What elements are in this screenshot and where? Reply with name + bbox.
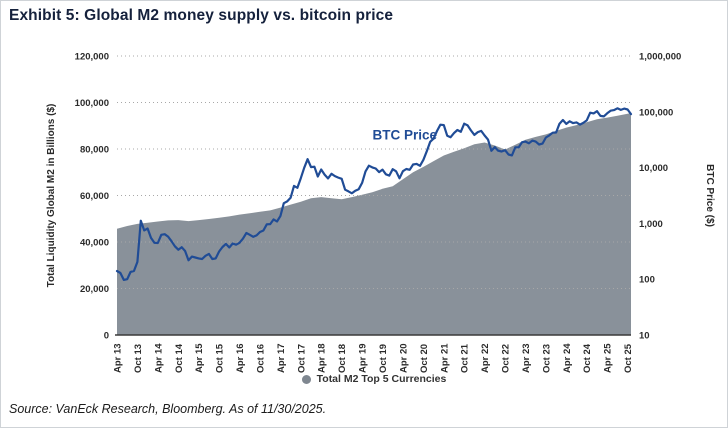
right-axis-tick-label: 10 — [639, 331, 650, 342]
x-axis-tick-label: Apr 14 — [153, 343, 164, 373]
x-axis-tick-label: Oct 22 — [501, 344, 512, 373]
x-axis-tick-label: Oct 25 — [623, 343, 634, 373]
x-axis-tick-label: Oct 14 — [174, 343, 185, 373]
right-axis-tick-label: 100,000 — [639, 107, 673, 118]
x-axis-tick-label: Apr 16 — [235, 343, 246, 373]
x-axis-tick-label: Oct 24 — [582, 343, 593, 373]
x-axis-tick-label: Oct 16 — [256, 344, 267, 373]
x-axis-tick-label: Apr 21 — [439, 343, 450, 373]
legend-marker-icon — [301, 374, 311, 384]
x-axis-tick-label: Apr 24 — [562, 343, 573, 373]
left-axis-title: Total Liquidity Global M2 in Billions ($… — [46, 104, 57, 288]
x-axis-tick-label: Oct 13 — [133, 344, 144, 373]
left-axis-tick-label: 80,000 — [80, 145, 109, 156]
x-axis-tick-label: Oct 17 — [296, 344, 307, 373]
x-axis-tick-label: Oct 15 — [215, 343, 226, 373]
m2-area-series — [117, 113, 631, 335]
x-axis-tick-label: Oct 23 — [541, 344, 552, 373]
chart-title: Exhibit 5: Global M2 money supply vs. bi… — [9, 7, 394, 24]
btc-price-annotation: BTC Price — [372, 128, 437, 143]
chart-legend: Total M2 Top 5 Currencies — [117, 372, 631, 386]
x-axis-tick-label: Apr 20 — [398, 343, 409, 373]
left-axis-tick-label: 40,000 — [80, 238, 109, 249]
x-axis-tick-label: Apr 18 — [317, 343, 328, 373]
x-axis-tick-label: Oct 19 — [378, 344, 389, 373]
x-axis-tick-label: Apr 22 — [480, 343, 491, 373]
right-axis-tick-label: 1,000,000 — [639, 52, 681, 63]
left-axis-tick-label: 60,000 — [80, 191, 109, 202]
legend-label: Total M2 Top 5 Currencies — [316, 373, 447, 385]
x-axis-tick-label: Apr 25 — [603, 343, 614, 373]
x-axis-tick-label: Apr 19 — [358, 343, 369, 373]
left-axis-tick-label: 100,000 — [75, 98, 109, 109]
right-axis-title: BTC Price ($) — [704, 164, 715, 227]
x-axis-tick-label: Apr 13 — [113, 343, 124, 373]
source-note: Source: VanEck Research, Bloomberg. As o… — [9, 402, 327, 416]
x-axis-tick-label: Oct 21 — [460, 343, 471, 373]
btc-line-series — [115, 107, 633, 281]
right-axis-tick-label: 10,000 — [639, 163, 668, 174]
x-axis-tick-label: Oct 18 — [337, 344, 348, 373]
left-axis-tick-label: 120,000 — [75, 52, 109, 63]
left-axis-tick-label: 20,000 — [80, 284, 109, 295]
left-axis-tick-label: 0 — [104, 331, 109, 342]
right-axis-tick-label: 100 — [639, 275, 655, 286]
x-axis-tick-label: Apr 23 — [521, 343, 532, 373]
x-axis-tick-label: Oct 20 — [419, 344, 430, 373]
x-axis-tick-label: Apr 15 — [194, 343, 205, 373]
x-axis-tick-label: Apr 17 — [276, 343, 287, 373]
right-axis-tick-label: 1,000 — [639, 219, 663, 230]
